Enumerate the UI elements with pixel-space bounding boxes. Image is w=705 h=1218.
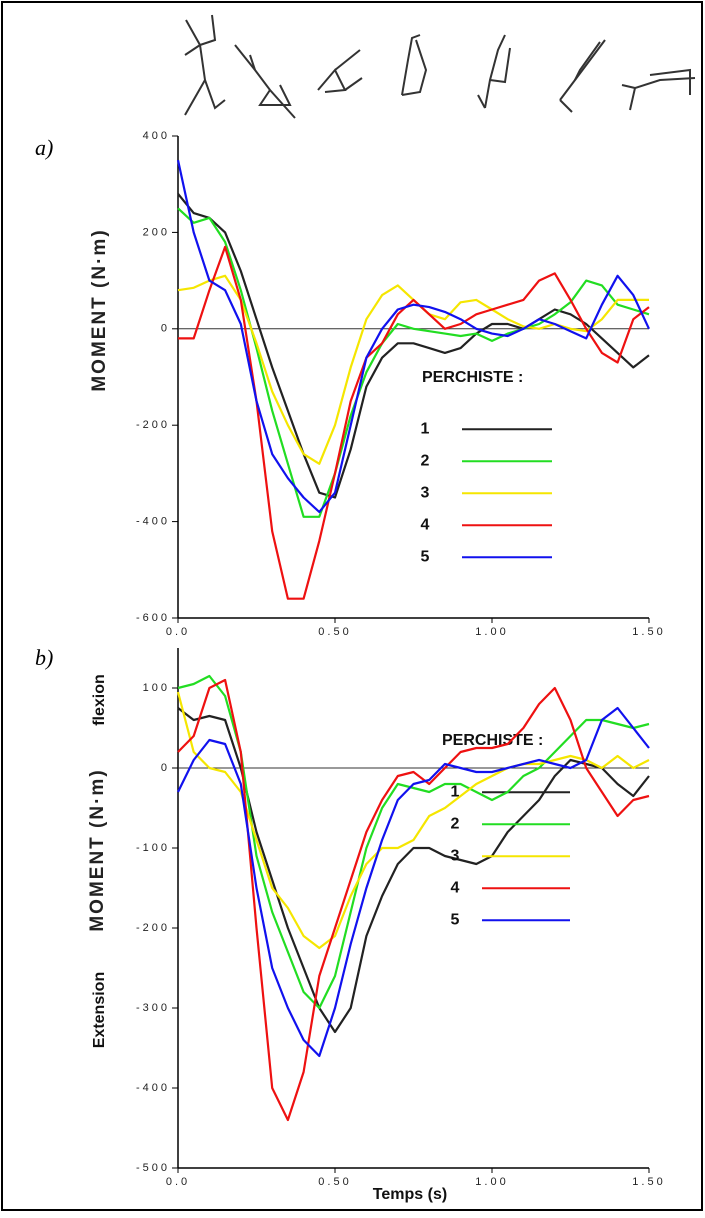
y-tick-label: -200: [136, 419, 170, 431]
y-tick-label: -100: [136, 842, 170, 854]
y-tick-label: 200: [143, 226, 170, 238]
annotation: Extension: [91, 972, 108, 1048]
legend-label: 1: [451, 783, 460, 800]
x-tick-label: 0.0: [166, 626, 190, 638]
x-tick-label: 0.50: [318, 1176, 351, 1188]
legend-label: 2: [451, 815, 460, 832]
y-tick-label: -400: [136, 516, 170, 528]
legend-label: 4: [421, 516, 430, 533]
legend-label: 5: [451, 911, 460, 928]
series-line: [177, 678, 650, 1122]
x-tick-label: 0.50: [318, 626, 351, 638]
y-tick-label: 0: [161, 762, 170, 774]
x-tick-label: 0.0: [166, 1176, 190, 1188]
legend-label: 4: [451, 879, 460, 896]
y-axis-label: MOMENT (N·m): [87, 768, 108, 931]
series-line: [177, 707, 650, 1034]
series-line: [177, 706, 650, 1058]
annotation: flexion: [91, 674, 108, 726]
legend-title: PERCHISTE :: [442, 732, 543, 749]
series-line: [177, 674, 650, 1010]
x-axis-label: Temps (s): [373, 1186, 447, 1203]
x-tick-label: 1.00: [475, 1176, 508, 1188]
legend-title: PERCHISTE :: [422, 369, 523, 386]
x-tick-label: 1.50: [632, 1176, 665, 1188]
y-tick-label: 400: [143, 130, 170, 142]
legend-label: 5: [421, 548, 430, 565]
stick-figures: [184, 14, 696, 119]
y-axis-label: MOMENT (N·m): [89, 228, 110, 391]
y-tick-label: -400: [136, 1082, 170, 1094]
y-tick-label: 0: [161, 323, 170, 335]
panel-label: b): [35, 645, 53, 670]
legend-label: 3: [451, 847, 460, 864]
y-tick-label: -200: [136, 922, 170, 934]
series-line: [177, 207, 650, 518]
series-line: [176, 691, 650, 950]
x-tick-label: 1.50: [632, 626, 665, 638]
panel-label: a): [35, 135, 53, 160]
series-line: [176, 159, 650, 514]
legend-label: 2: [421, 452, 430, 469]
y-tick-label: -300: [136, 1002, 170, 1014]
y-tick-label: 100: [143, 682, 170, 694]
series-line: [177, 193, 650, 499]
y-tick-label: -500: [136, 1162, 170, 1174]
series-line: [178, 245, 650, 600]
legend-label: 3: [421, 484, 430, 501]
y-tick-label: -600: [136, 612, 170, 624]
legend-label: 1: [421, 420, 430, 437]
x-tick-label: 1.00: [475, 626, 508, 638]
